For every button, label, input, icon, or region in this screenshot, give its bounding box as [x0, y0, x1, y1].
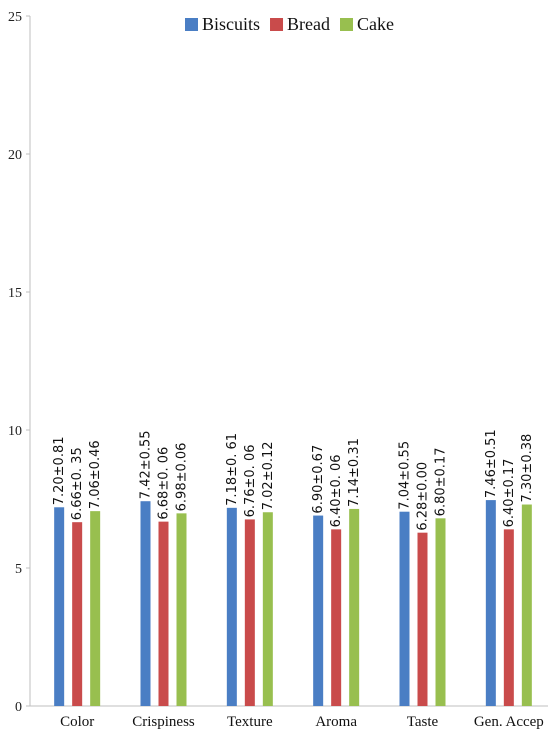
x-tick-label: Texture: [227, 714, 273, 730]
data-label: 6.40±0.17: [502, 459, 517, 528]
legend-swatch-cake: [340, 18, 353, 31]
legend-swatch-biscuits: [185, 18, 198, 31]
data-label: 7.42±0.55: [139, 430, 154, 499]
bar-biscuits-3: [313, 515, 324, 706]
legend-label-cake: Cake: [357, 14, 394, 34]
bar-cake-0: [90, 511, 101, 706]
data-label: 7.20±0.81: [52, 436, 67, 505]
data-label: 6.66±0. 35: [70, 447, 85, 520]
x-tick-label: Crispiness: [132, 714, 195, 730]
y-tick-label: 10: [8, 424, 22, 439]
data-label: 7.46±0.51: [484, 429, 499, 498]
bar-biscuits-4: [399, 511, 410, 706]
y-tick-label: 15: [8, 286, 22, 301]
data-label: 6.80±0.17: [434, 448, 449, 517]
data-label: 6.90±0.67: [311, 445, 326, 514]
bar-cake-2: [262, 512, 273, 706]
data-label: 7.04±0.55: [398, 441, 413, 510]
data-label: 6.28±0.00: [416, 462, 431, 531]
x-tick-label: Color: [60, 714, 94, 730]
x-tick-label: Gen. Accep: [474, 714, 544, 730]
bar-bread-0: [72, 522, 83, 706]
bars: [54, 500, 532, 706]
bar-bread-3: [331, 529, 342, 706]
y-tick-label: 25: [8, 10, 22, 25]
x-tick-label: Aroma: [315, 714, 357, 730]
bar-biscuits-5: [485, 500, 496, 706]
bar-bread-5: [503, 529, 514, 706]
data-label: 7.02±0.12: [261, 441, 276, 510]
bar-biscuits-0: [54, 507, 65, 706]
y-tick-label: 20: [8, 148, 22, 163]
data-labels: 7.20±0.81 6.66±0. 35 7.06±0.46 7.42±0.55 6.6…: [52, 429, 535, 530]
data-label: 7.14±0.31: [347, 438, 362, 507]
bar-cake-5: [521, 504, 532, 706]
x-tick-label: Taste: [407, 714, 439, 730]
data-label: 6.68±0. 06: [157, 447, 172, 520]
legend-label-bread: Bread: [287, 14, 330, 34]
data-label: 7.30±0.38: [520, 434, 535, 503]
bar-biscuits-1: [140, 501, 151, 706]
axes: 0 5 10 15 20 25 Color Crispiness Texture Aroma Tas…: [8, 10, 548, 730]
legend-label-biscuits: Biscuits: [202, 14, 260, 34]
bar-cake-4: [435, 518, 446, 706]
bar-cake-1: [176, 513, 187, 706]
data-label: 6.40±0. 06: [329, 454, 344, 527]
bar-bread-4: [417, 532, 428, 706]
legend: Biscuits Bread Cake: [185, 14, 394, 34]
data-label: 6.76±0. 06: [243, 445, 258, 518]
data-label: 7.06±0.46: [88, 440, 103, 509]
bar-bread-1: [158, 521, 169, 706]
y-tick-label: 0: [15, 700, 22, 715]
bar-cake-3: [349, 508, 360, 706]
y-tick-label: 5: [15, 562, 22, 577]
bar-bread-2: [244, 519, 255, 706]
data-label: 6.98±0.06: [175, 443, 190, 512]
legend-swatch-bread: [270, 18, 284, 31]
bar-biscuits-2: [226, 507, 237, 706]
data-label: 7.18±0. 61: [225, 433, 240, 506]
